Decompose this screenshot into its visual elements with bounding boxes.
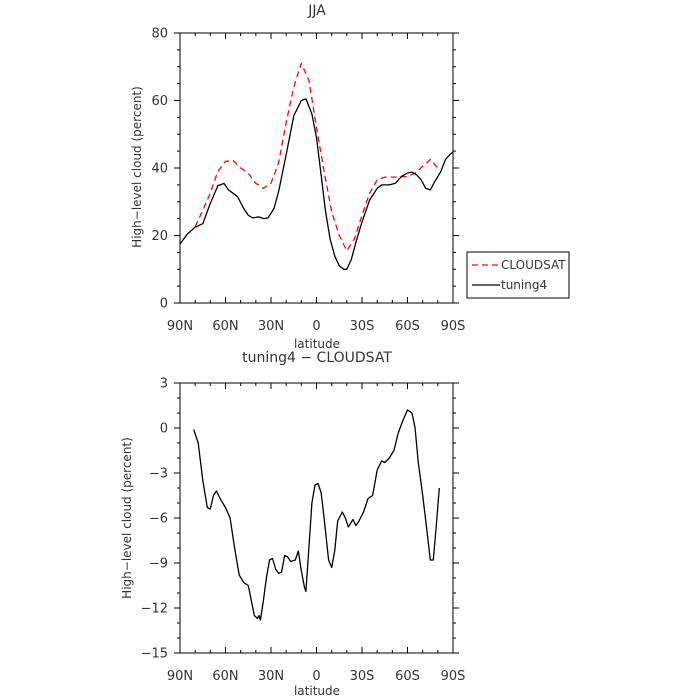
y-tick-label: −6 (149, 512, 168, 527)
x-tick-label: 30N (258, 319, 284, 334)
y-tick-label: −15 (141, 647, 168, 662)
plot-border (179, 382, 454, 654)
y-tick-label: 0 (160, 297, 168, 312)
plot-frame (174, 32, 459, 304)
x-tick-label: 0 (312, 319, 320, 334)
x-tick-label: 60S (395, 319, 420, 334)
x-tick-label: 30S (350, 669, 375, 684)
x-tick-label: 90S (441, 669, 466, 684)
x-tick-label: 60N (212, 669, 238, 684)
x-tick-label: 30S (350, 319, 375, 334)
panel-bottom-chart: tuning4 − CLOUDSAT −15 −12 −9 −6 −3 0 3 90N 60N… (120, 350, 465, 698)
x-tick-label: 90N (167, 319, 193, 334)
series-line-cloudsat (194, 62, 439, 252)
x-tick-label: 60N (212, 319, 238, 334)
x-axis-label: latitude (294, 337, 340, 351)
legend-label-tuning4: tuning4 (501, 278, 547, 292)
x-tick-label: 60S (395, 669, 420, 684)
y-tick-labels: −15 −12 −9 −6 −3 0 3 (141, 377, 168, 662)
y-axis-label: High−level cloud (percent) (130, 86, 144, 248)
y-tick-label: 80 (151, 27, 168, 42)
y-tick-label: −9 (149, 557, 168, 572)
y-tick-label: 60 (151, 94, 168, 109)
legend: CLOUDSAT tuning4 (466, 251, 570, 299)
x-tick-label: 0 (312, 669, 320, 684)
plot-frame (174, 382, 459, 654)
x-tick-label: 90S (441, 319, 466, 334)
legend-box (466, 251, 570, 299)
legend-label-cloudsat: CLOUDSAT (501, 258, 566, 272)
x-axis-label: latitude (294, 684, 340, 698)
series-lines (179, 62, 454, 270)
x-tick-labels: 90N 60N 30N 0 30S 60S 90S (167, 319, 466, 334)
chart-title: JJA (307, 3, 326, 19)
x-tick-label: 30N (258, 669, 284, 684)
y-tick-label: −3 (149, 467, 168, 482)
y-tick-label: 40 (151, 162, 168, 177)
x-tick-label: 90N (167, 669, 193, 684)
y-tick-labels: 0 20 40 60 80 (151, 27, 168, 312)
y-tick-label: 0 (160, 422, 168, 437)
y-tick-label: 20 (151, 229, 168, 244)
y-tick-label: −12 (141, 602, 168, 617)
chart-title: tuning4 − CLOUDSAT (242, 350, 392, 366)
y-axis-label: High−level cloud (percent) (120, 437, 134, 599)
y-tick-label: 3 (160, 377, 168, 392)
x-tick-labels: 90N 60N 30N 0 30S 60S 90S (167, 669, 466, 684)
series-line-difference (193, 409, 440, 621)
series-lines (193, 409, 440, 621)
series-line-tuning4 (179, 98, 454, 270)
panel-top-chart: JJA 0 20 40 60 80 90N 60N 30N 0 30S 60S 90S High−l… (130, 3, 465, 351)
